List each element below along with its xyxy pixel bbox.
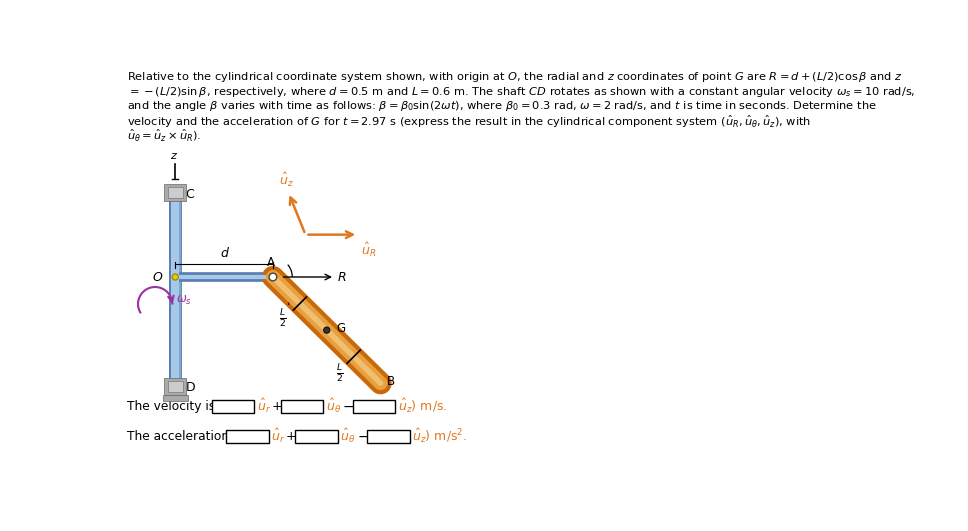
FancyBboxPatch shape	[352, 400, 395, 413]
Text: $\hat{u}_\theta$: $\hat{u}_\theta$	[325, 397, 341, 415]
Text: −: −	[343, 399, 354, 413]
Text: O: O	[153, 270, 163, 284]
Text: velocity and the acceleration of $\mathit{G}$ for $t=2.97$ s (express the result: velocity and the acceleration of $\mathi…	[127, 114, 811, 130]
Text: R: R	[337, 271, 346, 284]
Text: +: +	[287, 430, 297, 443]
Circle shape	[323, 327, 330, 333]
Text: Relative to the cylindrical coordinate system shown, with origin at $\mathit{O}$: Relative to the cylindrical coordinate s…	[127, 70, 903, 84]
Circle shape	[172, 274, 178, 280]
Text: D: D	[185, 381, 195, 393]
Text: $\hat{u}_z$) m/s$^2$.: $\hat{u}_z$) m/s$^2$.	[412, 427, 468, 446]
Text: $\hat{u}_r$: $\hat{u}_r$	[271, 427, 286, 446]
Text: −: −	[357, 430, 369, 443]
Text: $\frac{L}{2}$: $\frac{L}{2}$	[279, 307, 287, 330]
Bar	[167, 381, 183, 392]
Text: z: z	[170, 151, 176, 161]
Bar	[165, 378, 186, 395]
Bar	[169, 185, 171, 393]
FancyBboxPatch shape	[212, 400, 255, 413]
Text: $=-(L/2)\sin\beta$, respectively, where $d=0.5$ m and $L=0.6$ m. The shaft $\mat: $=-(L/2)\sin\beta$, respectively, where …	[127, 84, 916, 99]
Text: G: G	[336, 322, 346, 335]
Circle shape	[269, 273, 277, 281]
Text: and the angle $\beta$ varies with time as follows: $\beta=\beta_0\mathrm{sin}(2\: and the angle $\beta$ varies with time a…	[127, 99, 877, 113]
FancyBboxPatch shape	[368, 430, 410, 443]
FancyBboxPatch shape	[281, 400, 323, 413]
Bar	[171, 185, 179, 393]
Text: A: A	[267, 256, 275, 269]
Text: +: +	[271, 400, 282, 413]
Text: $\hat{u}_z$: $\hat{u}_z$	[280, 171, 294, 189]
Text: $\hat{u}_r$: $\hat{u}_r$	[257, 397, 271, 415]
Text: C: C	[185, 188, 194, 201]
Bar	[165, 184, 186, 201]
Text: $\hat{u}_R$: $\hat{u}_R$	[361, 241, 377, 259]
Text: $\hat{u}_\theta=\hat{u}_z\times\hat{u}_R$).: $\hat{u}_\theta=\hat{u}_z\times\hat{u}_R…	[127, 129, 201, 144]
Bar	[169, 185, 181, 393]
Text: $\beta$: $\beta$	[287, 291, 296, 307]
Text: $\omega_s$: $\omega_s$	[176, 294, 192, 307]
Text: $\hat{u}_z$) m/s.: $\hat{u}_z$) m/s.	[398, 397, 447, 415]
Text: B: B	[387, 375, 395, 388]
Text: The acceleration is (: The acceleration is (	[127, 430, 252, 443]
Bar	[163, 395, 188, 401]
Text: $\frac{L}{2}$: $\frac{L}{2}$	[336, 363, 344, 385]
Text: d: d	[220, 247, 228, 260]
Text: The velocity is (: The velocity is (	[127, 400, 224, 413]
Bar	[167, 187, 183, 198]
FancyBboxPatch shape	[227, 430, 269, 443]
Text: $\hat{u}_\theta$: $\hat{u}_\theta$	[341, 427, 355, 446]
FancyBboxPatch shape	[295, 430, 338, 443]
